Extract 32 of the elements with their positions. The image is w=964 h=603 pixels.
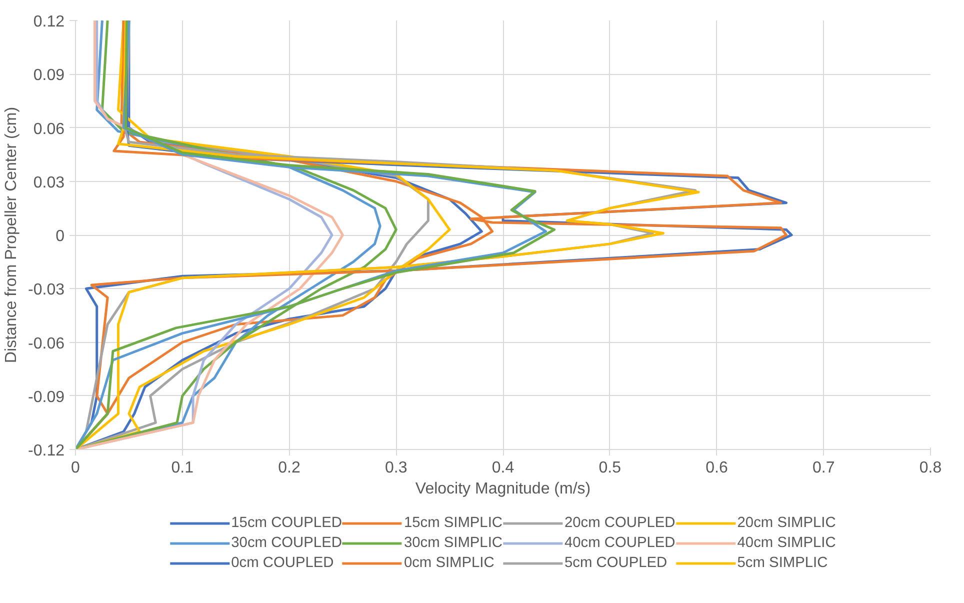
y-tick-label: 0 (56, 228, 65, 245)
y-axis-title: Distance from Propeller Center (cm) (3, 106, 20, 364)
y-tick-label: 0.09 (33, 67, 65, 84)
x-tick-label: 0.1 (171, 460, 194, 476)
y-tick-label: -0.03 (28, 282, 65, 299)
x-tick-label: 0.3 (385, 460, 408, 476)
x-tick-label: 0.4 (492, 460, 514, 476)
x-axis-title: Velocity Magnitude (m/s) (415, 480, 591, 498)
legend-label: 20cm SIMPLIC (737, 514, 836, 530)
x-tick-label: 0.7 (812, 460, 835, 476)
legend-label: 30cm SIMPLIC (404, 534, 502, 550)
y-tick-label: -0.06 (28, 335, 65, 352)
legend-label: 0cm COUPLED (231, 554, 334, 570)
x-tick-label: 0 (71, 460, 80, 476)
legend-label: 40cm SIMPLIC (737, 534, 836, 550)
x-tick-label: 0.2 (278, 460, 300, 476)
y-tick-label: 0.03 (33, 174, 65, 192)
x-tick-label: 0.5 (598, 460, 622, 476)
x-tick-label: 0.8 (919, 460, 942, 476)
legend-label: 5cm SIMPLIC (737, 554, 828, 570)
legend-label: 30cm COUPLED (231, 534, 342, 550)
legend-label: 20cm COUPLED (564, 514, 676, 530)
legend-label: 0cm SIMPLIC (404, 554, 494, 570)
legend-label: 15cm SIMPLIC (404, 514, 502, 530)
legend-label: 15cm COUPLED (231, 514, 342, 530)
legend-label: 40cm COUPLED (564, 534, 676, 550)
y-tick-label: -0.09 (28, 388, 65, 406)
legend-label: 5cm COUPLED (564, 554, 668, 570)
y-tick-label: 0.12 (33, 14, 65, 30)
y-tick-label: -0.12 (28, 442, 65, 460)
y-tick-label: 0.06 (33, 120, 65, 138)
x-tick-label: 0.6 (706, 460, 728, 476)
